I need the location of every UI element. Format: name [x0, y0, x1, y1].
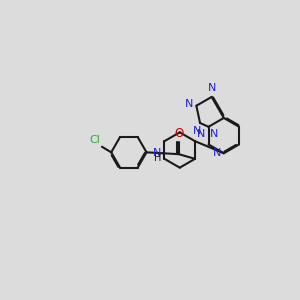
Text: N: N	[194, 126, 202, 136]
Text: N: N	[197, 129, 206, 139]
Text: O: O	[175, 127, 184, 140]
Text: N: N	[212, 148, 221, 158]
Text: Cl: Cl	[90, 135, 101, 145]
Text: N: N	[208, 83, 216, 93]
Text: N: N	[210, 129, 219, 140]
Text: N: N	[153, 148, 161, 158]
Text: N: N	[184, 99, 193, 109]
Text: H: H	[154, 154, 161, 164]
